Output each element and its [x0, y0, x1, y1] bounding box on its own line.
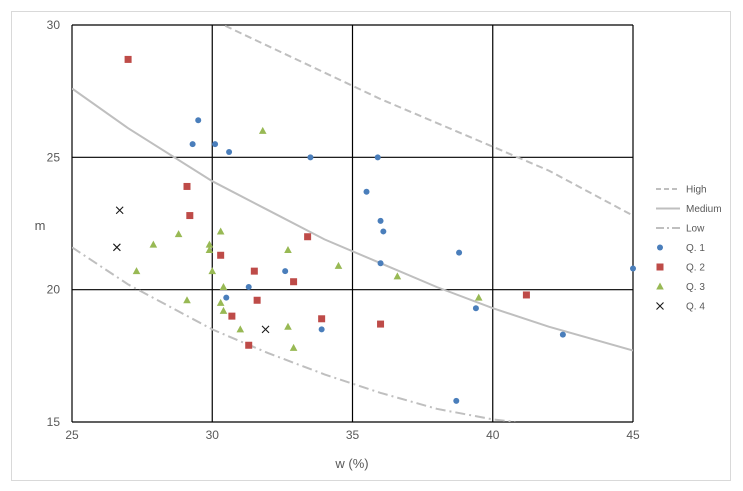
- x-tick-label: 30: [206, 428, 220, 442]
- curve-medium: [72, 87, 633, 352]
- y-tick-label: 30: [47, 18, 61, 32]
- curve-high: [221, 25, 633, 217]
- point-q2: [183, 182, 191, 190]
- point-q2: [253, 296, 261, 304]
- point-q2: [522, 291, 530, 299]
- point-q1: [456, 249, 463, 256]
- point-q1: [472, 305, 479, 312]
- legend-label: Low: [686, 224, 705, 235]
- point-q1: [245, 284, 252, 291]
- x-tick-label: 25: [65, 428, 79, 442]
- point-q2: [377, 320, 385, 328]
- point-q4: [261, 325, 270, 334]
- point-q4: [115, 206, 124, 215]
- point-q1: [453, 397, 460, 404]
- x-axis-title: w (%): [334, 456, 368, 471]
- legend-label: Q. 3: [686, 282, 705, 293]
- point-q3: [284, 245, 292, 253]
- legend-marker-q4: [656, 302, 664, 310]
- point-q2: [228, 312, 236, 320]
- legend: High Medium Low Q. 1 Q. 2 Q. 3 Q. 4: [656, 185, 722, 313]
- curve-low: [72, 246, 516, 422]
- point-q1: [318, 326, 325, 333]
- point-q1: [282, 268, 289, 275]
- y-tick-label: 15: [47, 415, 61, 429]
- axes: 25 30 35 40 45 15 20 25 30: [47, 18, 640, 442]
- point-q2: [304, 233, 312, 241]
- point-q3: [474, 293, 483, 301]
- legend-label: Q. 2: [686, 263, 705, 274]
- y-tick-label: 20: [47, 283, 61, 297]
- legend-marker-q3: [656, 282, 664, 290]
- point-q3: [205, 240, 214, 248]
- point-q3: [208, 267, 217, 275]
- legend-label: Medium: [686, 204, 722, 215]
- point-q3: [334, 261, 343, 269]
- point-q1: [374, 154, 381, 161]
- x-tick-label: 40: [486, 428, 500, 442]
- point-q1: [226, 149, 233, 156]
- point-q3: [205, 245, 214, 253]
- point-q1: [559, 331, 566, 338]
- point-q3: [393, 272, 402, 280]
- point-q2: [290, 278, 298, 286]
- point-q3: [219, 283, 228, 291]
- point-q1: [189, 141, 196, 148]
- point-q1: [212, 141, 219, 148]
- point-q2: [124, 55, 132, 63]
- point-q3: [183, 296, 191, 304]
- point-q2: [217, 251, 225, 259]
- point-q4: [112, 243, 121, 252]
- point-q3: [284, 322, 292, 330]
- chart-frame: [11, 11, 731, 481]
- y-axis-title: m: [35, 218, 46, 233]
- point-q1: [307, 154, 314, 161]
- point-q1: [380, 228, 387, 235]
- reference-curves: [72, 25, 633, 422]
- point-q2: [186, 212, 194, 220]
- gridlines: [72, 24, 634, 422]
- point-q1: [377, 217, 384, 224]
- x-tick-label: 35: [346, 428, 360, 442]
- y-tick-label: 25: [47, 150, 61, 164]
- point-q3: [236, 325, 245, 333]
- legend-label: High: [686, 185, 707, 196]
- point-q3: [289, 343, 298, 351]
- point-q1: [630, 265, 636, 272]
- legend-marker-q2: [656, 263, 664, 271]
- data-points: [112, 55, 636, 404]
- legend-marker-q1: [657, 244, 663, 251]
- x-tick-label: 45: [626, 428, 640, 442]
- point-q1: [363, 188, 370, 195]
- point-q3: [174, 230, 183, 238]
- point-q3: [216, 298, 225, 306]
- point-q3: [258, 126, 267, 134]
- point-q1: [223, 294, 230, 301]
- legend-label: Q. 4: [686, 302, 705, 313]
- legend-label: Q. 1: [686, 243, 705, 254]
- point-q3: [216, 227, 225, 235]
- point-q3: [132, 267, 141, 275]
- point-q3: [219, 306, 228, 314]
- point-q1: [377, 260, 384, 267]
- point-q2: [245, 341, 253, 349]
- point-q3: [149, 240, 158, 248]
- point-q1: [195, 117, 202, 124]
- point-q2: [250, 267, 258, 275]
- point-q2: [318, 315, 326, 323]
